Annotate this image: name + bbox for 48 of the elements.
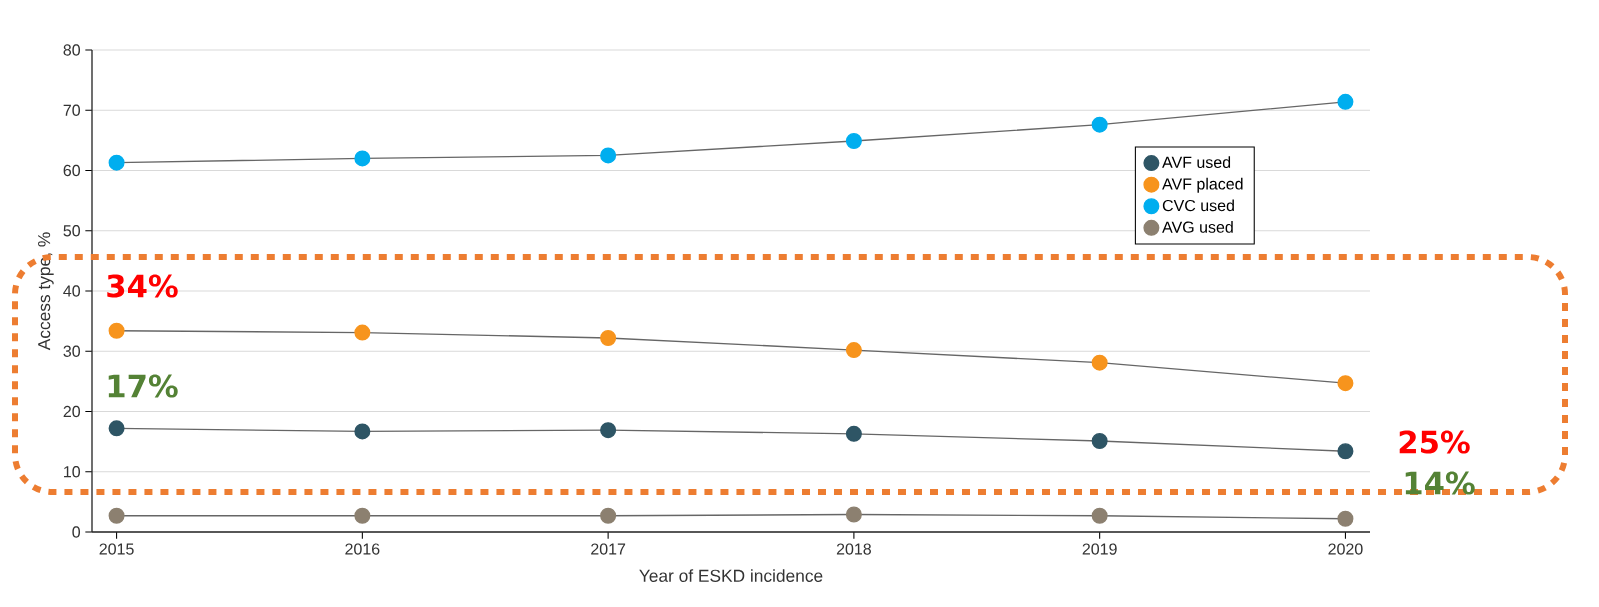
x-axis-title: Year of ESKD incidence <box>639 569 823 582</box>
point <box>600 329 617 346</box>
point <box>354 423 371 440</box>
point <box>1091 507 1108 524</box>
x-tick-label: 2020 <box>1328 543 1363 555</box>
point <box>845 506 862 523</box>
point <box>108 322 125 339</box>
point <box>354 324 371 341</box>
y-tick-label: 70 <box>63 104 81 116</box>
y-tick-label: 0 <box>72 526 81 538</box>
point <box>600 147 617 164</box>
point <box>108 507 125 524</box>
point <box>1091 433 1108 450</box>
y-tick-label: 60 <box>63 164 81 177</box>
annotation: 17% <box>108 374 178 398</box>
point <box>1091 354 1108 371</box>
point <box>1337 93 1354 110</box>
y-tick-label: 40 <box>63 285 81 297</box>
point <box>600 422 617 439</box>
point <box>1337 443 1354 460</box>
y-tick-label: 10 <box>64 466 81 478</box>
point <box>845 425 862 442</box>
point <box>1337 510 1354 527</box>
legend-label: AVG used <box>1162 221 1233 233</box>
y-tick-label: 20 <box>63 405 81 418</box>
annotation: 34% <box>107 274 178 298</box>
x-tick-label: 2016 <box>345 543 380 555</box>
y-tick-label: 80 <box>63 44 81 56</box>
x-tick-label: 2019 <box>1082 543 1117 555</box>
point <box>354 507 371 524</box>
point <box>845 342 862 359</box>
point <box>354 150 371 167</box>
legend-label: AVF used <box>1162 156 1231 168</box>
legend-label: CVC used <box>1162 199 1234 212</box>
point <box>1337 375 1354 392</box>
point <box>600 507 617 524</box>
x-tick-label: 2017 <box>591 543 626 555</box>
x-tick-label: 2018 <box>836 543 871 555</box>
x-tick-label: 2015 <box>99 543 134 555</box>
y-tick-label: 50 <box>63 225 81 237</box>
point <box>108 420 125 437</box>
point <box>845 132 862 149</box>
text: 14% <box>1405 471 1475 495</box>
point <box>108 154 125 171</box>
point <box>1091 116 1108 133</box>
y-tick-label: 30 <box>63 345 81 357</box>
legend-label: AVF placed <box>1162 177 1243 193</box>
text: 25% <box>1399 430 1470 454</box>
